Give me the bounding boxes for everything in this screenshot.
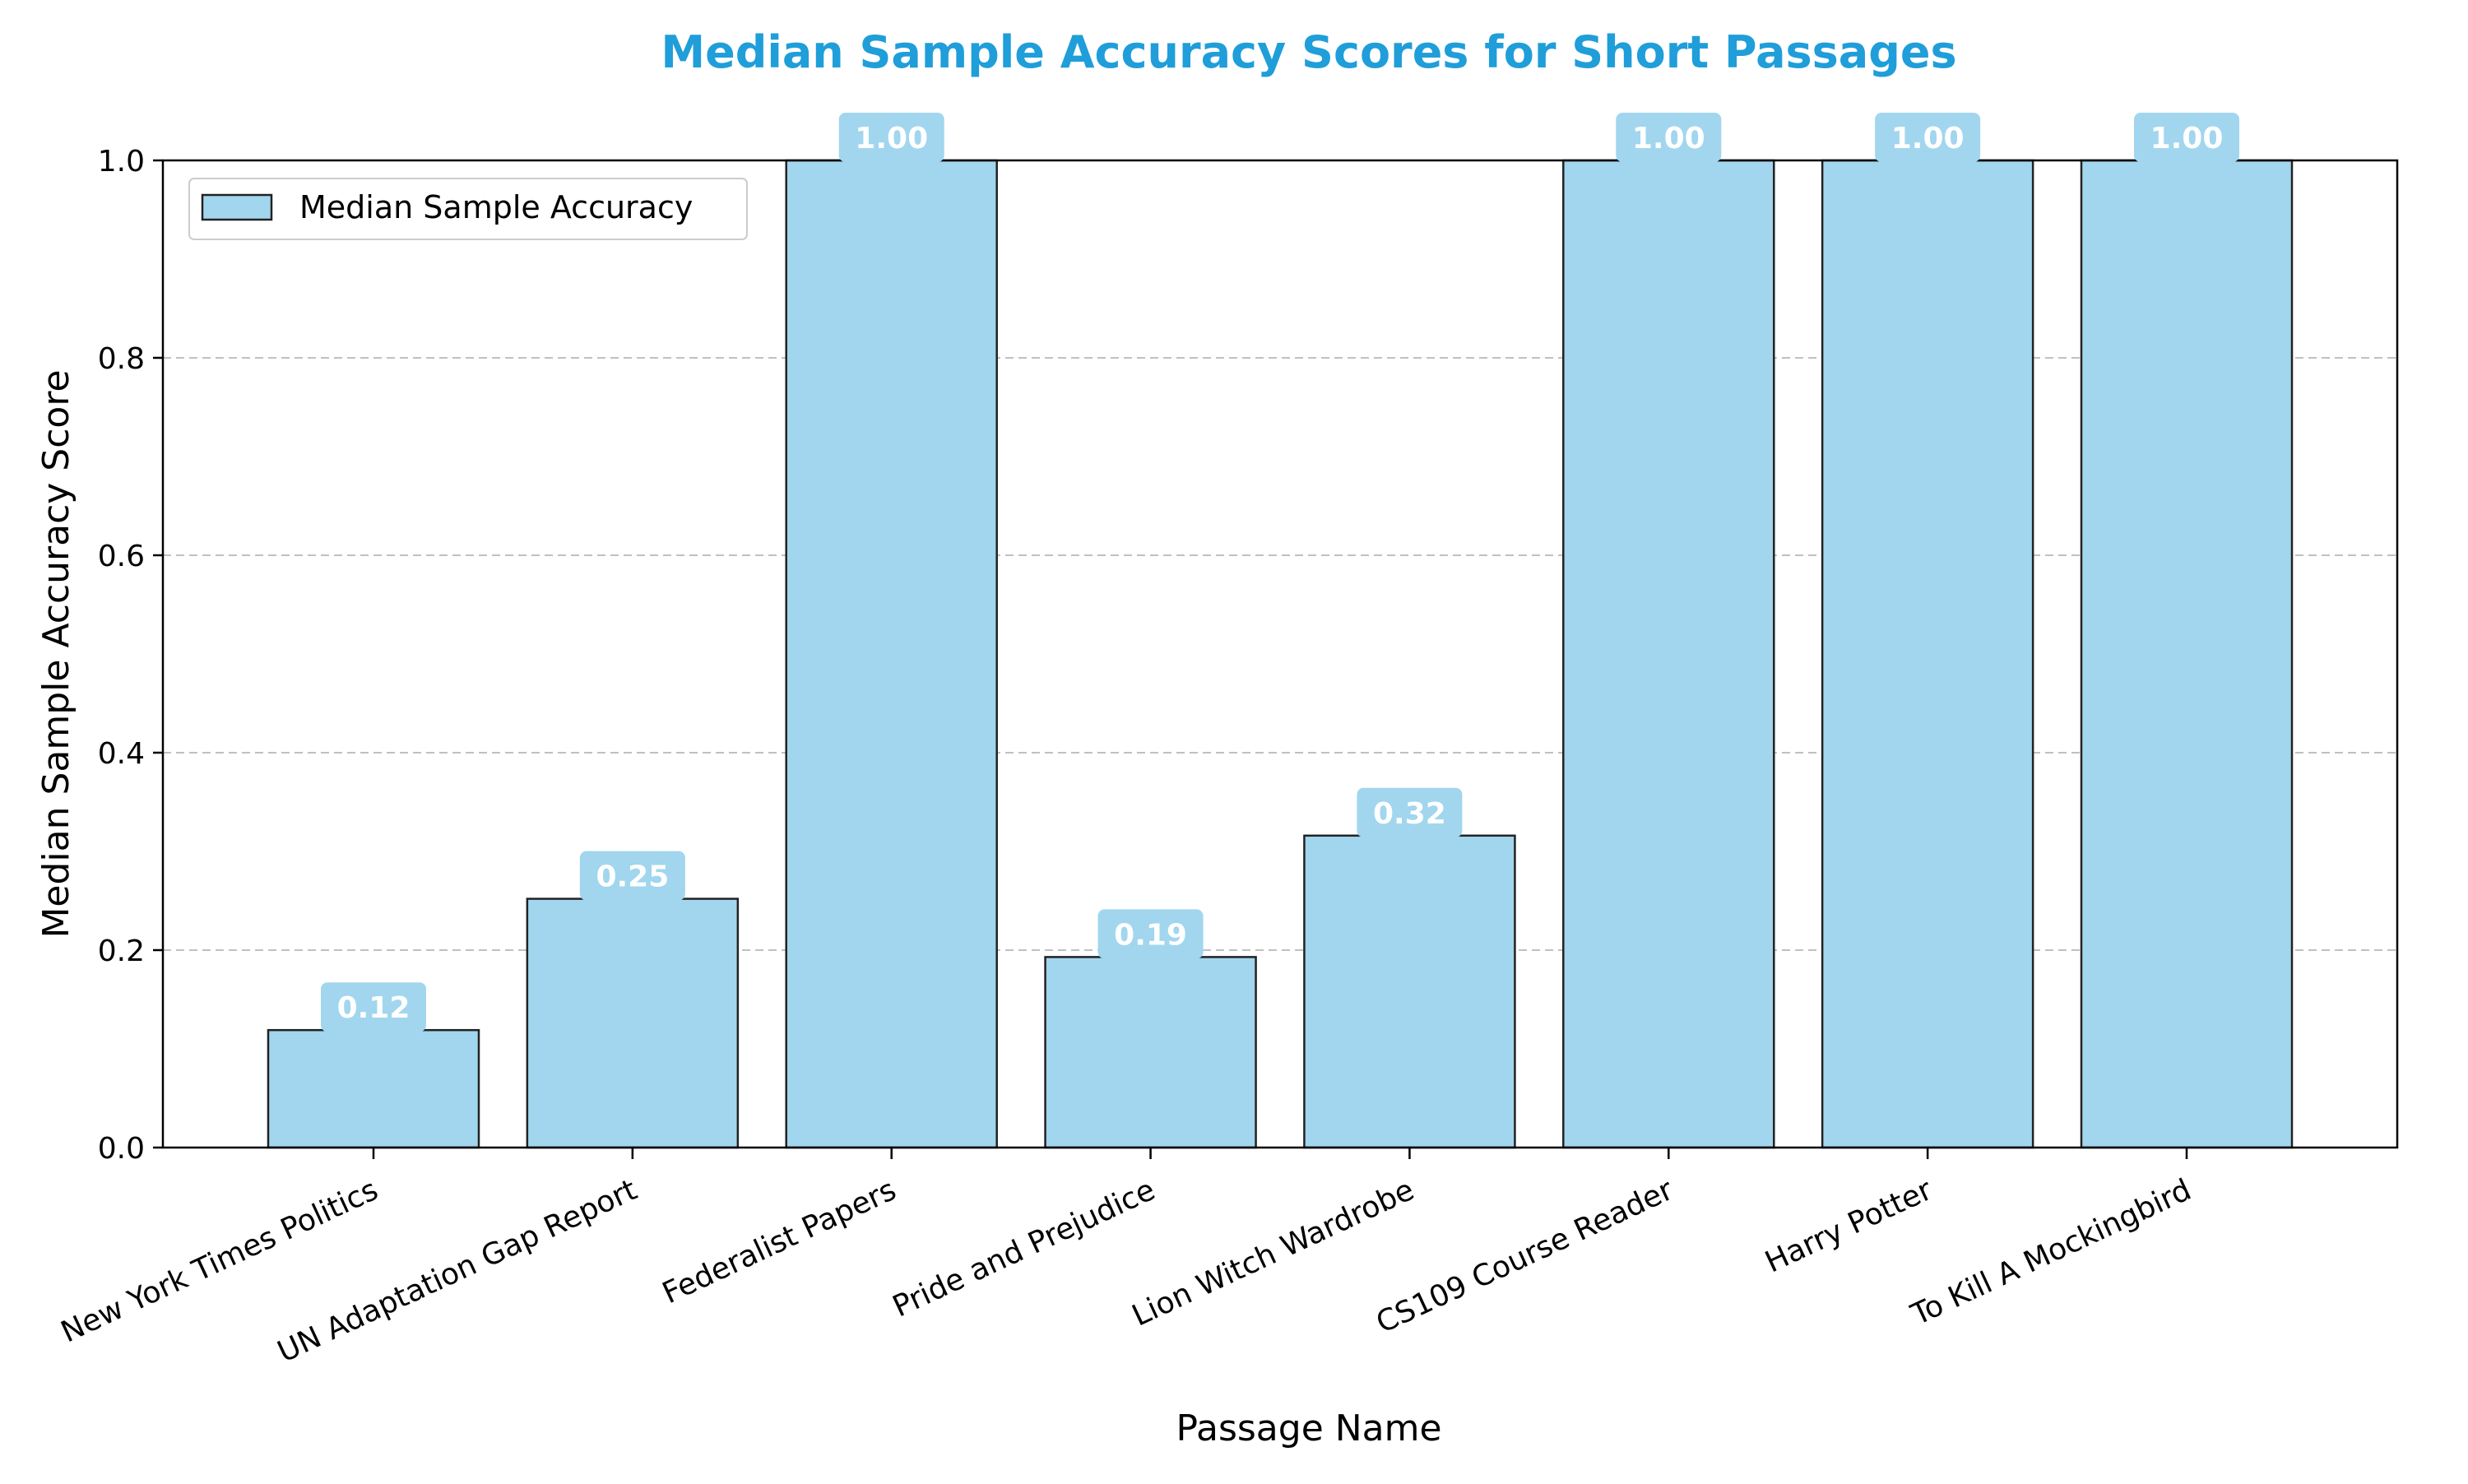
value-label-box xyxy=(1097,909,1204,959)
value-label: 0.19 xyxy=(1114,918,1187,952)
value-label: 1.00 xyxy=(1632,122,1705,155)
value-label-box xyxy=(1875,113,1981,162)
bar xyxy=(1562,159,1775,1149)
plot-frame xyxy=(161,159,2399,1149)
bar xyxy=(1044,956,1257,1149)
legend-label: Median Sample Accuracy xyxy=(299,189,693,225)
legend-box xyxy=(188,178,748,240)
x-tick-label: Harry Potter xyxy=(1761,1173,1938,1280)
bar xyxy=(1821,159,2034,1149)
legend-swatch xyxy=(201,193,273,221)
y-tick-label: 1.0 xyxy=(98,145,145,179)
value-label: 0.32 xyxy=(1373,797,1446,831)
value-label: 1.00 xyxy=(855,122,928,155)
value-label: 1.00 xyxy=(1891,122,1965,155)
value-label-box xyxy=(579,851,685,901)
value-label: 1.00 xyxy=(2150,122,2224,155)
y-tick-label: 0.0 xyxy=(98,1132,145,1166)
y-tick-label: 0.4 xyxy=(98,737,145,771)
value-label-box xyxy=(1616,113,1722,162)
x-tick-label: Pride and Prejudice xyxy=(888,1173,1160,1324)
value-label-box xyxy=(321,982,426,1032)
bar xyxy=(267,1028,480,1149)
value-label-box xyxy=(838,113,944,162)
value-label: 0.12 xyxy=(337,991,411,1025)
bar xyxy=(1303,834,1516,1149)
value-labels: 0.12 0.25 1.00 0.19 0.32 1.00 1.00 1.00 xyxy=(321,113,2239,1032)
y-axis-title: Median Sample Accuracy Score xyxy=(35,369,77,938)
y-tick-label: 0.8 xyxy=(98,342,145,376)
grid-lines xyxy=(163,357,2397,951)
x-axis-title: Passage Name xyxy=(1176,1407,1441,1449)
bars xyxy=(267,159,2294,1149)
chart-title: Median Sample Accuracy Scores for Short … xyxy=(661,26,1956,78)
y-tick-label: 0.2 xyxy=(98,934,145,968)
value-label: 0.25 xyxy=(596,860,669,894)
x-tick-label: Federalist Papers xyxy=(657,1173,901,1310)
bar xyxy=(785,159,998,1149)
x-tick-label: CS109 Course Reader xyxy=(1371,1173,1678,1340)
value-label-box xyxy=(2134,113,2239,162)
x-tick-label: To Kill A Mockingbird xyxy=(1905,1173,2196,1333)
y-axis: 0.0 0.2 0.4 0.6 0.8 1.0 xyxy=(98,145,163,1166)
legend: Median Sample Accuracy xyxy=(188,178,748,240)
value-label-box xyxy=(1357,787,1463,837)
bar xyxy=(2080,159,2294,1149)
bar xyxy=(526,897,740,1149)
y-tick-label: 0.6 xyxy=(98,540,145,573)
